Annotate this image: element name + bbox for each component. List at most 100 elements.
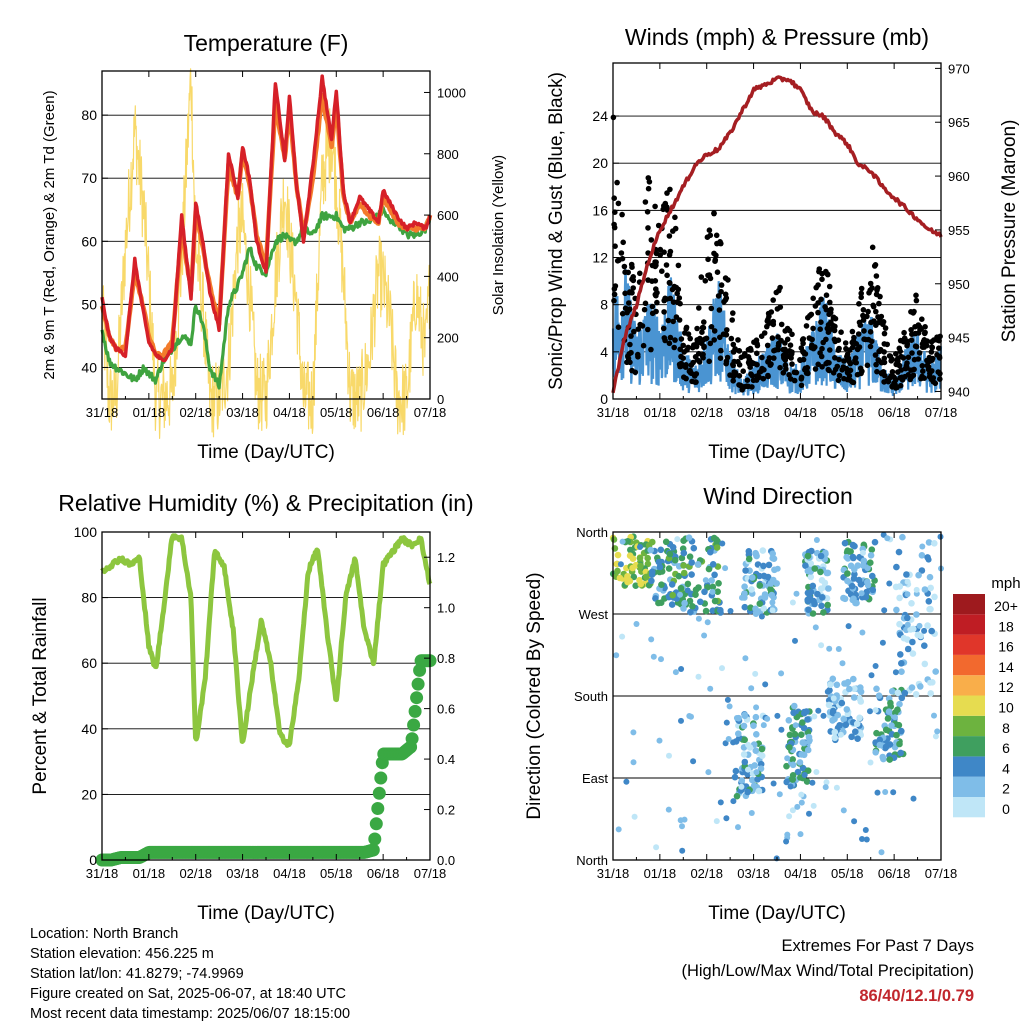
gust-point xyxy=(699,353,706,360)
x-tick-label: 31/18 xyxy=(86,866,119,881)
direction-point xyxy=(830,695,837,702)
gust-point xyxy=(928,376,935,383)
direction-point xyxy=(917,632,925,640)
gust-point xyxy=(800,348,806,355)
gust-point xyxy=(849,328,856,335)
legend-swatch xyxy=(953,695,985,716)
gust-point xyxy=(714,269,721,276)
gust-point xyxy=(672,337,678,343)
gust-point xyxy=(644,209,651,215)
gust-point xyxy=(672,214,678,221)
direction-point xyxy=(827,681,834,688)
gust-point xyxy=(708,324,715,330)
gust-point xyxy=(929,344,935,350)
direction-point xyxy=(843,706,851,713)
direction-point xyxy=(874,789,881,796)
legend-label: 10 xyxy=(998,700,1014,716)
gust-point xyxy=(842,340,849,346)
y-tick-label: 60 xyxy=(81,655,97,671)
gust-point xyxy=(736,348,742,354)
direction-point xyxy=(709,588,716,595)
gust-point xyxy=(813,284,819,291)
gust-point xyxy=(858,370,864,377)
gust-point xyxy=(884,341,890,348)
direction-point xyxy=(896,700,903,708)
gust-point xyxy=(849,339,855,346)
gust-point xyxy=(667,334,674,341)
gust-point xyxy=(871,318,877,324)
direction-point xyxy=(705,565,713,573)
gust-point xyxy=(873,308,879,315)
direction-point xyxy=(925,539,933,546)
direction-point xyxy=(752,610,760,617)
direction-point xyxy=(882,789,889,795)
legend-label: 0 xyxy=(1002,801,1010,817)
direction-point xyxy=(802,562,809,569)
y-right-tick-label: 965 xyxy=(948,115,970,130)
direction-point xyxy=(882,726,890,734)
y-right-tick-label: 960 xyxy=(948,169,970,184)
x-tick-label: 31/18 xyxy=(86,405,119,420)
gust-point xyxy=(840,364,847,370)
direction-point xyxy=(819,594,826,601)
gust-point xyxy=(703,335,710,342)
gust-point xyxy=(874,287,880,293)
gust-point xyxy=(671,344,677,351)
gust-point xyxy=(777,304,784,310)
direction-point xyxy=(850,694,858,701)
gust-point xyxy=(830,370,837,376)
y-right-tick-label: 200 xyxy=(437,331,459,346)
direction-point xyxy=(671,556,679,564)
gust-point xyxy=(680,355,686,362)
direction-point xyxy=(895,548,903,556)
gust-point xyxy=(867,343,874,350)
x-tick-label: 05/18 xyxy=(831,866,864,881)
gust-point xyxy=(819,276,825,283)
gust-point xyxy=(640,342,647,349)
gust-point xyxy=(812,303,819,309)
direction-point xyxy=(744,788,751,796)
gust-point xyxy=(653,286,659,292)
gust-point xyxy=(775,346,781,353)
gust-point xyxy=(920,338,927,345)
direction-point xyxy=(915,571,922,579)
direction-point xyxy=(630,729,637,736)
y-tick-label: 60 xyxy=(81,233,97,249)
direction-point xyxy=(745,555,753,563)
direction-point xyxy=(707,548,714,556)
direction-point xyxy=(896,620,903,628)
gust-point xyxy=(778,321,785,328)
direction-point xyxy=(921,642,928,649)
gust-point xyxy=(683,324,690,331)
direction-point xyxy=(702,607,710,615)
gust-point xyxy=(721,298,727,305)
legend-label: 16 xyxy=(998,639,1014,655)
direction-point xyxy=(824,688,831,695)
gust-point xyxy=(887,353,894,360)
gust-point xyxy=(817,326,823,333)
legend-swatch xyxy=(953,634,985,655)
gust-point xyxy=(667,280,673,286)
x-tick-label: 07/18 xyxy=(414,405,447,420)
gust-point xyxy=(770,321,777,328)
direction-point xyxy=(912,691,920,698)
gust-point xyxy=(730,310,736,316)
station-elevation: Station elevation: 456.225 m xyxy=(30,946,214,962)
temp-2m-line xyxy=(100,74,432,363)
x-tick-label: 04/18 xyxy=(273,405,306,420)
gust-point xyxy=(843,345,849,352)
direction-point xyxy=(867,552,875,559)
direction-point xyxy=(814,590,821,598)
direction-point xyxy=(748,586,755,593)
direction-point xyxy=(705,769,712,776)
gust-point xyxy=(937,376,943,382)
gust-point xyxy=(740,368,746,375)
y-right-tick-label: 0 xyxy=(437,392,444,407)
direction-point xyxy=(760,562,767,570)
direction-point xyxy=(786,813,793,820)
humidity-xlabel: Time (Day/UTC) xyxy=(197,903,335,924)
legend-swatch xyxy=(953,736,985,757)
direction-point xyxy=(857,581,865,588)
gust-point xyxy=(645,277,651,283)
direction-point xyxy=(778,670,785,677)
